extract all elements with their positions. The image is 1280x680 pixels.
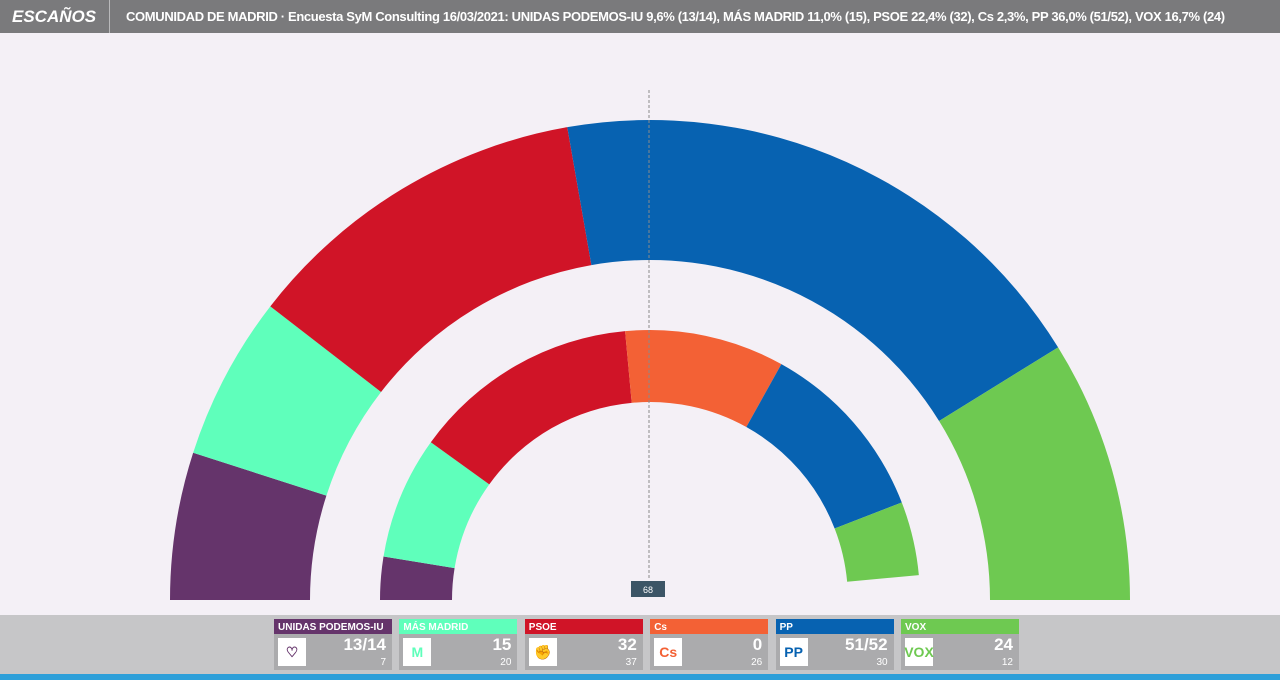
outer-arc-pp (567, 120, 1059, 422)
party-card-pp: PP PP 51/52 30 (775, 619, 894, 670)
party-seats: 13/14 (343, 635, 386, 654)
inner-arc-unidas-podemos-iu (380, 556, 455, 600)
inner-arc-cs (625, 330, 782, 428)
outer-ring (170, 120, 1130, 600)
inner-arc-vox (834, 502, 919, 582)
party-previous-seats: 37 (625, 657, 637, 668)
party-previous-seats: 30 (876, 657, 888, 668)
header-bar: ESCAÑOS COMUNIDAD DE MADRID · Encuesta S… (0, 0, 1280, 33)
majority-badge (631, 581, 665, 597)
party-card-cs: Cs Cs 0 26 (650, 619, 769, 670)
bottom-accent-bar (0, 674, 1280, 680)
party-seats: 24 (994, 635, 1013, 654)
cs-logo-icon: Cs (654, 638, 683, 666)
psoe-rose-icon: ✊ (528, 638, 557, 666)
party-seats: 32 (617, 635, 637, 654)
party-name: PP (775, 621, 894, 634)
party-name: VOX (901, 621, 1019, 634)
party-name: Cs (650, 621, 769, 634)
mas-madrid-icon: M (403, 638, 432, 666)
heart-icon: ♡ (278, 638, 306, 666)
party-previous-seats: 12 (1001, 657, 1013, 668)
pp-logo-icon: PP (779, 638, 808, 666)
party-previous-seats: 20 (500, 657, 512, 668)
party-name: PSOE (524, 621, 643, 634)
party-seats: 0 (752, 635, 763, 654)
party-previous-seats: 26 (751, 657, 763, 668)
majority-label: 68 (643, 585, 653, 595)
section-tag: ESCAÑOS (0, 0, 110, 33)
inner-arc-psoe (430, 331, 632, 485)
inner-arc-mas-madrid (383, 442, 490, 569)
party-legend: UNIDAS PODEMOS-IU ♡ 13/14 7 MÁS MADRID M… (0, 615, 1280, 674)
party-seats: 15 (492, 635, 512, 654)
party-card-mas-madrid: MÁS MADRID M 15 20 (399, 619, 518, 670)
hemicycle-chart: 68 (170, 90, 1130, 600)
party-card-psoe: PSOE ✊ 32 37 (524, 619, 643, 670)
outer-arc-vox (939, 347, 1130, 600)
outer-arc-unidas-podemos-iu (170, 452, 327, 600)
outer-arc-psoe (270, 127, 592, 392)
party-card-unidas-podemos-iu: UNIDAS PODEMOS-IU ♡ 13/14 7 (274, 619, 392, 670)
party-seats: 51/52 (845, 635, 888, 654)
party-card-vox: VOX VOX 24 12 (901, 619, 1019, 670)
outer-arc-mas-madrid (193, 306, 382, 496)
inner-ring (380, 330, 919, 600)
party-name: UNIDAS PODEMOS-IU (274, 621, 392, 634)
vox-logo-icon: VOX (904, 638, 934, 666)
party-previous-seats: 7 (380, 657, 386, 668)
party-name: MÁS MADRID (399, 621, 518, 634)
inner-arc-pp (746, 364, 902, 529)
chart-title: COMUNIDAD DE MADRID · Encuesta SyM Consu… (126, 9, 1225, 24)
